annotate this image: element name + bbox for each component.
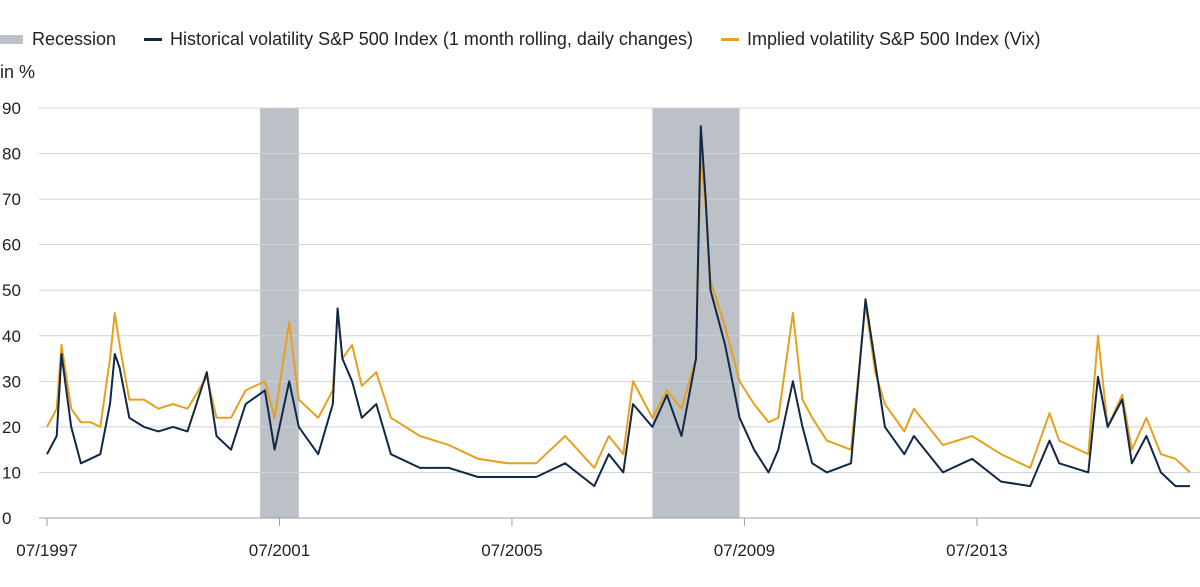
y-tick-label-70: 70 [2, 190, 21, 209]
implied-swatch [720, 37, 739, 41]
legend-item-implied: Implied volatility S&P 500 Index (Vix) [720, 28, 1041, 50]
x-tick-label-2: 07/2001 [249, 541, 310, 560]
y-tick-label-20: 20 [2, 418, 21, 437]
x-tick-label-1: 07/1997 [16, 541, 77, 560]
recession-swatch [0, 34, 23, 44]
series-line-hist [46, 125, 1190, 488]
y-tick-label-60: 60 [2, 236, 21, 255]
legend-item-recession: Recession [0, 29, 116, 50]
y-unit-label: in % [0, 62, 36, 82]
recession-band-1 [260, 108, 299, 518]
y-tick-label-30: 30 [2, 372, 21, 391]
legend-label-implied: Implied volatility S&P 500 Index (Vix) [746, 28, 1041, 49]
y-tick-label-50: 50 [2, 281, 21, 300]
x-tick-label-3: 07/2005 [481, 541, 542, 560]
legend-label-recession: Recession [32, 28, 117, 49]
y-tick-label-40: 40 [2, 327, 21, 346]
x-tick-label-5: 07/2013 [946, 541, 1007, 560]
legend-item-historical: Historical volatility S&P 500 Index (1 m… [144, 29, 693, 50]
legend-label-historical: Historical volatility S&P 500 Index (1 m… [170, 28, 693, 49]
y-tick-label-0: 0 [2, 509, 11, 528]
y-tick-label-90: 90 [2, 99, 21, 118]
y-tick-label-80: 80 [2, 145, 21, 164]
historical-swatch [144, 37, 163, 41]
y-tick-label-10: 10 [2, 463, 21, 482]
series-line-implied [46, 152, 1191, 474]
x-tick-label-4: 07/2009 [714, 541, 775, 560]
legend: Recession Historical volatility S&P 500 … [0, 24, 1068, 54]
